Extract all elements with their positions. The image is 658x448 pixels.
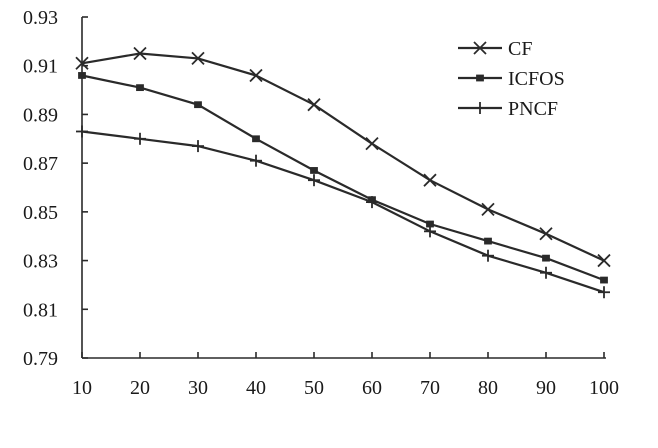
data-point-pncf xyxy=(134,132,146,145)
data-point-cf xyxy=(597,253,611,268)
data-point-cf xyxy=(481,202,495,217)
x-tick-label: 20 xyxy=(130,377,150,399)
data-point-pncf xyxy=(308,174,320,187)
data-point-pncf xyxy=(482,249,494,262)
data-point-cf xyxy=(539,227,553,241)
data-point-icfos xyxy=(542,254,550,262)
x-tick-label: 30 xyxy=(188,377,208,399)
legend-label: PNCF xyxy=(508,98,558,120)
axes: 0.79 0.81 0.83 0.85 0.87 0.89 0.91 0.93 10 20 30 40… xyxy=(23,7,619,399)
data-point-cf xyxy=(133,46,147,61)
data-point-pncf xyxy=(366,196,378,209)
y-tick-label: 0.89 xyxy=(23,104,58,126)
data-point-icfos xyxy=(484,237,492,245)
data-point-icfos xyxy=(310,167,318,174)
data-point-pncf xyxy=(250,154,262,167)
y-tick-label: 0.87 xyxy=(23,153,58,175)
x-tick-label: 90 xyxy=(536,377,556,399)
data-point-icfos xyxy=(600,276,608,284)
legend-marker xyxy=(473,41,487,55)
x-tick-label: 50 xyxy=(304,377,324,399)
legend-item-icfos: ICFOS xyxy=(458,68,565,90)
series-line-icfos xyxy=(81,74,605,282)
series-layer xyxy=(75,46,611,299)
legend-label: ICFOS xyxy=(508,68,565,90)
data-point-pncf xyxy=(598,286,610,299)
legend: CF ICFOS PNCF xyxy=(458,38,565,120)
legend-marker xyxy=(476,74,484,82)
data-point-cf xyxy=(249,68,263,83)
data-point-pncf xyxy=(192,140,204,153)
y-tick-label: 0.85 xyxy=(23,202,58,224)
data-point-cf xyxy=(75,56,89,70)
legend-item-cf: CF xyxy=(458,38,532,60)
y-tick-label: 0.83 xyxy=(23,251,58,273)
y-tick-label: 0.91 xyxy=(23,56,58,78)
x-tick-label: 80 xyxy=(478,377,498,399)
legend-label: CF xyxy=(508,38,532,60)
series-line-cf xyxy=(81,52,605,262)
data-point-cf xyxy=(191,51,205,66)
x-tick-label: 100 xyxy=(589,377,619,399)
data-point-cf xyxy=(423,173,437,187)
data-point-pncf xyxy=(76,125,88,138)
data-point-pncf xyxy=(540,266,552,279)
data-point-icfos xyxy=(194,101,202,109)
x-tick-label: 10 xyxy=(72,377,92,399)
x-tick-label: 60 xyxy=(362,377,382,399)
data-point-icfos xyxy=(252,135,260,143)
y-tick-label: 0.79 xyxy=(23,348,58,370)
series-line-pncf xyxy=(81,130,605,294)
y-tick-label: 0.93 xyxy=(23,7,58,29)
legend-item-pncf: PNCF xyxy=(458,98,558,120)
legend-marker xyxy=(474,102,486,114)
data-point-icfos xyxy=(136,84,144,92)
data-point-icfos xyxy=(78,72,86,79)
x-tick-label: 70 xyxy=(420,377,440,399)
data-point-cf xyxy=(365,137,379,151)
x-tick-label: 40 xyxy=(246,377,266,399)
data-point-pncf xyxy=(424,225,436,238)
y-tick-label: 0.81 xyxy=(23,299,58,321)
data-point-cf xyxy=(307,98,321,112)
